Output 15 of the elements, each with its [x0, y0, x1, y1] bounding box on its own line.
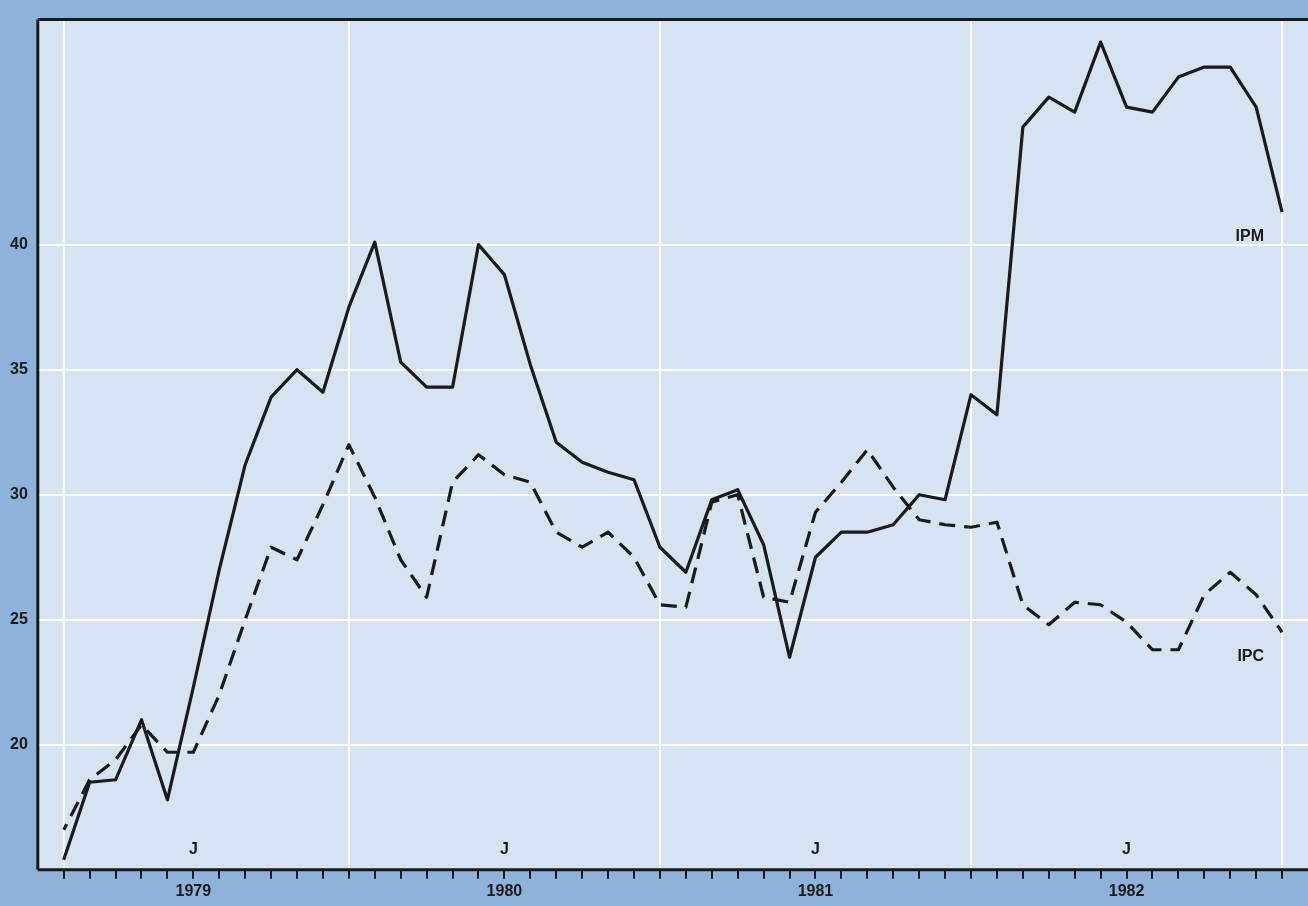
annotation: J [499, 840, 509, 858]
y-tick-label: 20 [10, 735, 28, 753]
series-label: IPM [1235, 226, 1265, 244]
y-tick-label: 30 [10, 485, 28, 503]
x-tick-label: 1982 [1108, 881, 1145, 899]
x-tick-label: 1981 [797, 881, 834, 899]
annotation: J [188, 840, 198, 858]
y-tick-label: 40 [10, 235, 28, 253]
x-tick-label: 1980 [486, 881, 523, 899]
x-tick-label: 1979 [175, 881, 212, 899]
series-label: IPC [1237, 646, 1265, 664]
y-tick-label: 35 [10, 360, 28, 378]
annotation: J [1122, 840, 1131, 858]
annotation: J [811, 840, 820, 858]
y-tick-label: 25 [10, 610, 28, 628]
